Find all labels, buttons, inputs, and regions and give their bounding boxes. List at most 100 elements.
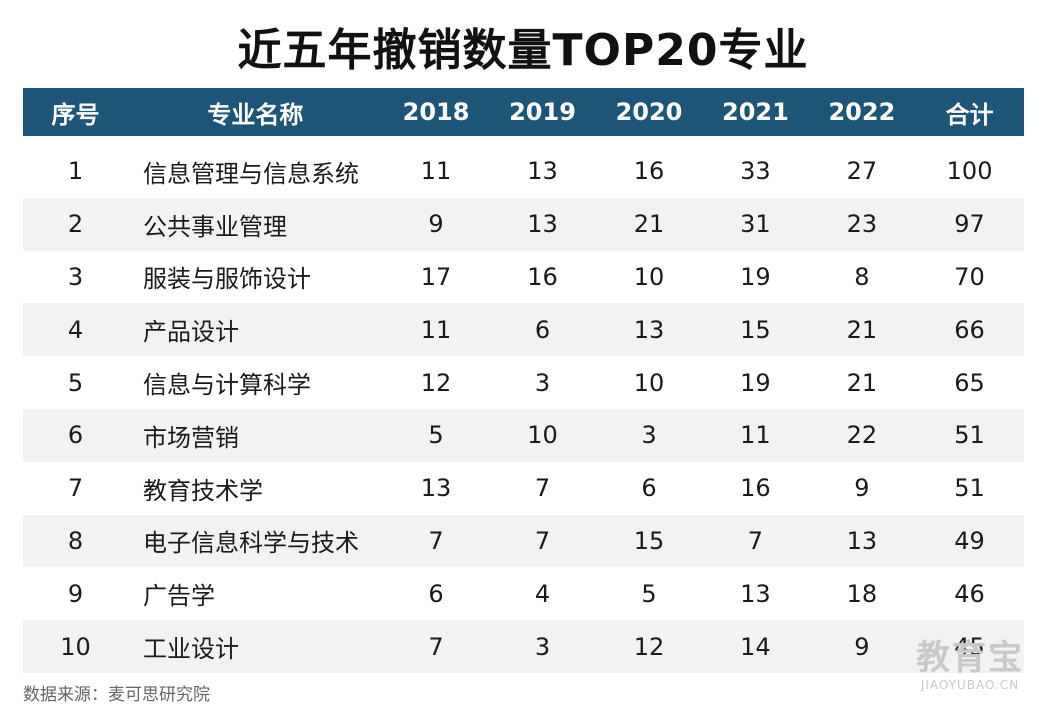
cell-major: 公共事业管理 <box>142 212 287 241</box>
cell-2019: 10 <box>527 421 558 450</box>
cell-total: 45 <box>954 632 985 661</box>
cell-major: 市场营销 <box>142 423 239 452</box>
cell-total: 66 <box>954 315 985 344</box>
table-header-row: 序号 专业名称 2018 2019 2020 2021 2022 合计 <box>23 88 1024 136</box>
cell-major: 广告学 <box>142 582 215 611</box>
cell-2022: 21 <box>846 368 878 397</box>
cell-2022: 21 <box>846 315 878 344</box>
watermark-logo: 教育宝 JIAOYUBAO.CN <box>900 638 1040 692</box>
cell-index: 9 <box>67 579 84 608</box>
cell-2021: 13 <box>740 579 771 608</box>
watermark-logo-text: 教育宝 <box>916 638 1024 678</box>
cell-2022: 13 <box>846 526 878 555</box>
cell-total: 51 <box>954 421 985 450</box>
cell-2020: 15 <box>633 526 665 555</box>
cell-major: 服装与服饰设计 <box>142 265 311 294</box>
cell-index: 7 <box>67 474 84 503</box>
cell-total: 51 <box>954 474 985 503</box>
cell-total: 65 <box>954 368 985 397</box>
cell-index: 2 <box>67 210 84 239</box>
cell-2019: 3 <box>534 368 551 397</box>
cell-2020: 10 <box>633 262 665 291</box>
cell-2021: 19 <box>740 262 771 291</box>
header-cell-2019: 2019 <box>509 98 576 126</box>
cell-2019: 13 <box>527 210 558 239</box>
cell-index: 10 <box>60 632 91 661</box>
cell-2022: 18 <box>846 579 878 608</box>
cell-index: 4 <box>67 315 84 344</box>
cell-major: 工业设计 <box>142 635 239 664</box>
cell-2020: 21 <box>633 210 665 239</box>
cell-major: 教育技术学 <box>142 476 263 505</box>
page-title: 近五年撤销数量TOP20专业 <box>237 25 809 76</box>
cell-2019: 3 <box>534 632 551 661</box>
cell-2018: 17 <box>420 262 452 291</box>
cell-2022: 9 <box>854 632 870 661</box>
header-cell-total: 合计 <box>945 100 994 129</box>
cell-2022: 23 <box>846 210 878 239</box>
cell-2022: 27 <box>846 157 878 186</box>
cell-2021: 11 <box>740 421 771 450</box>
table-row: 10 工业设计 7 3 12 14 9 45 <box>23 620 1024 673</box>
cell-2020: 5 <box>641 579 657 608</box>
cell-index: 3 <box>67 262 84 291</box>
cell-total: 46 <box>954 579 985 608</box>
cell-2019: 7 <box>534 474 551 503</box>
cell-2020: 10 <box>633 368 665 397</box>
cell-total: 49 <box>954 526 985 555</box>
cell-index: 5 <box>67 368 84 397</box>
cell-2021: 31 <box>740 210 771 239</box>
header-cell-major: 专业名称 <box>207 100 304 129</box>
cell-major: 信息管理与信息系统 <box>142 159 359 188</box>
table-row: 1 信息管理与信息系统 11 13 16 33 27 100 <box>23 145 1024 198</box>
header-cell-2021: 2021 <box>722 98 789 126</box>
table-row: 3 服装与服饰设计 17 16 10 19 8 70 <box>23 251 1024 304</box>
cell-2018: 11 <box>420 315 452 344</box>
cell-total: 100 <box>946 157 993 186</box>
cell-2020: 13 <box>633 315 665 344</box>
cell-2018: 5 <box>428 421 444 450</box>
cell-2021: 33 <box>740 157 771 186</box>
header-cell-2018: 2018 <box>402 98 470 126</box>
cell-major: 电子信息科学与技术 <box>142 529 359 558</box>
table-row: 4 产品设计 11 6 13 15 21 66 <box>23 303 1024 357</box>
cell-index: 1 <box>67 157 84 186</box>
table-row: 5 信息与计算科学 12 3 10 19 21 65 <box>23 356 1024 409</box>
cell-2021: 15 <box>740 315 771 344</box>
watermark-url: JIAOYUBAO.CN <box>920 678 1020 692</box>
cell-2021: 16 <box>740 474 771 503</box>
cell-2018: 7 <box>428 526 444 555</box>
cell-2019: 6 <box>534 315 551 344</box>
cell-2020: 3 <box>641 421 657 450</box>
cell-2020: 12 <box>633 632 665 661</box>
cell-2020: 16 <box>633 157 665 186</box>
cell-2019: 16 <box>527 262 558 291</box>
cell-2018: 9 <box>428 210 444 239</box>
header-cell-index: 序号 <box>51 100 100 129</box>
cell-2018: 13 <box>420 474 452 503</box>
cell-major: 信息与计算科学 <box>142 371 311 400</box>
cell-2018: 12 <box>420 368 452 397</box>
cell-2018: 6 <box>428 579 444 608</box>
cell-2019: 7 <box>534 526 551 555</box>
cell-2021: 14 <box>740 632 771 661</box>
cell-major: 产品设计 <box>142 318 239 347</box>
cell-2021: 7 <box>747 526 764 555</box>
cell-index: 6 <box>67 421 84 450</box>
header-cell-2020: 2020 <box>615 98 683 126</box>
cell-2022: 22 <box>846 421 878 450</box>
table-row: 2 公共事业管理 9 13 21 31 23 97 <box>23 197 1024 251</box>
table-row: 6 市场营销 5 10 3 11 22 51 <box>23 408 1024 462</box>
cell-2018: 7 <box>428 632 444 661</box>
cell-total: 97 <box>954 210 985 239</box>
table-row: 7 教育技术学 13 7 6 16 9 51 <box>23 462 1024 515</box>
data-table: 序号 专业名称 2018 2019 2020 2021 2022 合计 1 信息… <box>23 88 1024 673</box>
table-row: 8 电子信息科学与技术 7 7 15 7 13 49 <box>23 514 1024 568</box>
cell-2022: 8 <box>854 262 870 291</box>
cell-2019: 4 <box>534 579 551 608</box>
cell-2018: 11 <box>420 157 452 186</box>
cell-2020: 6 <box>641 474 657 503</box>
cell-total: 70 <box>954 262 985 291</box>
cell-2022: 9 <box>854 474 870 503</box>
cell-2021: 19 <box>740 368 771 397</box>
